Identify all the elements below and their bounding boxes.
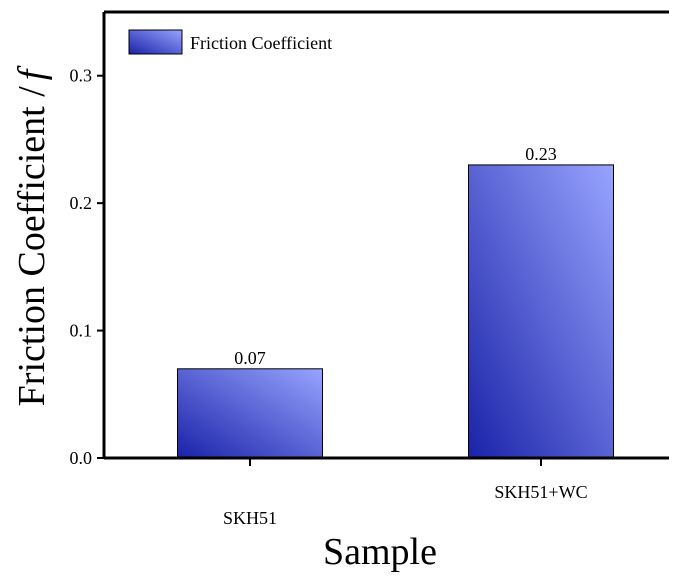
- data-label: 0.23: [525, 144, 557, 164]
- y-ticks-group: 0.0 0.1 0.2 0.3: [70, 66, 104, 468]
- legend: Friction Coefficient: [128, 29, 332, 55]
- y-tick-label: 0.1: [70, 321, 93, 341]
- legend-swatch: [128, 29, 183, 55]
- y-tick-label: 0.2: [70, 193, 93, 213]
- bar-skh51-wc: [468, 164, 614, 459]
- y-axis-title-symbol: f: [11, 65, 53, 80]
- y-tick-label: 0.3: [70, 66, 93, 86]
- x-axis-title: Sample: [323, 531, 437, 573]
- data-labels-group: 0.07 0.23: [234, 144, 557, 368]
- legend-label: Friction Coefficient: [190, 33, 332, 53]
- x-tick-label: SKH51: [223, 508, 277, 528]
- x-tick-label: SKH51+WC: [494, 482, 587, 502]
- data-label: 0.07: [234, 348, 266, 368]
- bar-skh51: [177, 368, 323, 459]
- y-tick-label: 0.0: [70, 448, 93, 468]
- x-ticks-group: SKH51 SKH51+WC: [223, 458, 588, 528]
- y-axis-title-text: Friction Coefficient /: [11, 86, 53, 407]
- y-axis-title: Friction Coefficient / f: [11, 65, 53, 406]
- bars-group: [177, 164, 614, 459]
